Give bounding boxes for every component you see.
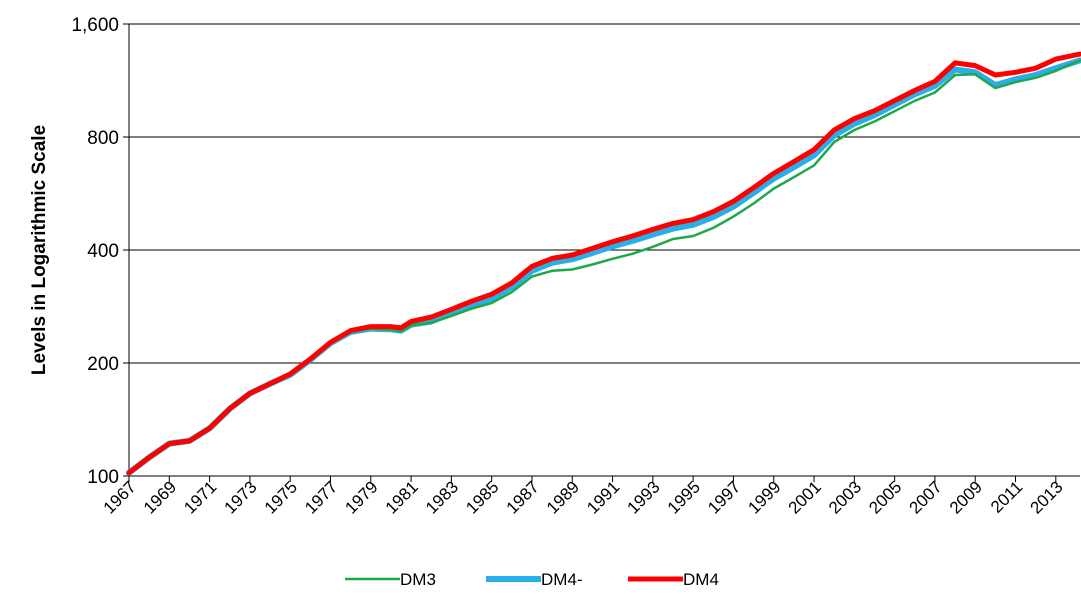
series-line-dm4 xyxy=(126,57,1081,476)
x-tick-label: 2013 xyxy=(1026,477,1066,517)
x-tick-label: 2011 xyxy=(987,477,1026,516)
x-tick-label: 1977 xyxy=(301,477,341,517)
x-tick-label: 1969 xyxy=(140,477,180,517)
y-tick-label: 1,600 xyxy=(71,15,119,36)
y-tick-label: 800 xyxy=(87,128,119,149)
x-tick-label: 1971 xyxy=(180,477,220,517)
legend: DM3 DM4- DM4 xyxy=(345,570,719,589)
x-tick-label: 1989 xyxy=(543,477,583,517)
y-axis-title: Levels in Logarithmic Scale xyxy=(29,125,50,375)
x-axis-tick-labels: 1967 1969 1971 1973 1975 1977 1979 1981 1983 1985… xyxy=(100,477,1067,517)
x-tick-label: 2001 xyxy=(785,477,825,517)
gridlines xyxy=(129,23,1080,364)
x-tick-label: 1997 xyxy=(704,477,744,517)
y-tick-label: 400 xyxy=(87,241,119,262)
series-line-dm4 xyxy=(126,51,1081,476)
y-tick-label: 200 xyxy=(87,354,119,375)
x-tick-label: 2007 xyxy=(906,477,946,517)
series-lines xyxy=(126,51,1081,476)
y-tick-label: 100 xyxy=(87,467,119,488)
x-tick-label: 2005 xyxy=(865,477,905,517)
x-tick-label: 1991 xyxy=(583,477,623,517)
x-tick-label: 1983 xyxy=(422,477,462,517)
axes xyxy=(123,23,1080,482)
x-tick-label: 1995 xyxy=(664,477,704,517)
y-axis-tick-labels: 100 200 400 800 1,600 xyxy=(71,15,119,488)
legend-label: DM4 xyxy=(683,570,719,589)
x-tick-label: 2003 xyxy=(825,477,865,517)
x-tick-label: 1973 xyxy=(221,477,261,517)
series-line-dm3 xyxy=(127,59,1081,475)
x-tick-label: 1987 xyxy=(503,477,543,517)
legend-label: DM3 xyxy=(400,570,436,589)
legend-label: DM4- xyxy=(541,570,583,589)
x-tick-label: 1975 xyxy=(261,477,301,517)
x-tick-label: 1999 xyxy=(744,477,784,517)
x-tick-label: 1993 xyxy=(624,477,664,517)
x-tick-label: 1985 xyxy=(462,477,502,517)
x-tick-label: 1981 xyxy=(382,477,422,517)
x-tick-label: 1979 xyxy=(341,477,381,517)
x-tick-label: 2009 xyxy=(946,477,986,517)
